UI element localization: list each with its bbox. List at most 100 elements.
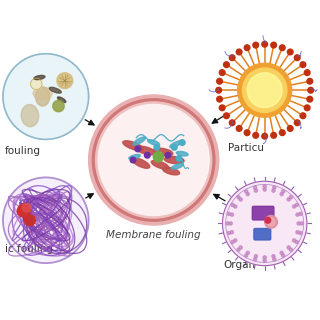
Circle shape (239, 198, 242, 201)
Circle shape (289, 248, 292, 251)
Circle shape (287, 49, 293, 55)
Circle shape (295, 240, 299, 244)
Text: Membrane fouling: Membrane fouling (106, 230, 201, 240)
Circle shape (253, 42, 259, 48)
Circle shape (279, 130, 285, 136)
Circle shape (22, 203, 31, 212)
Circle shape (231, 240, 234, 244)
Text: Organ: Organ (223, 260, 256, 270)
Circle shape (297, 222, 300, 225)
Circle shape (244, 45, 250, 51)
Circle shape (300, 113, 306, 119)
Circle shape (17, 204, 30, 217)
Circle shape (282, 254, 285, 257)
Circle shape (247, 73, 282, 108)
Circle shape (237, 196, 240, 199)
Circle shape (246, 251, 249, 254)
Circle shape (262, 41, 268, 47)
Text: fouling: fouling (4, 146, 41, 156)
Circle shape (292, 205, 296, 208)
Circle shape (176, 156, 182, 161)
Circle shape (294, 120, 300, 125)
Ellipse shape (163, 167, 180, 175)
Circle shape (172, 144, 177, 150)
Ellipse shape (133, 137, 146, 145)
Circle shape (263, 188, 266, 191)
Circle shape (89, 95, 219, 225)
Text: ic fouling: ic fouling (4, 244, 52, 254)
Circle shape (296, 231, 299, 234)
Circle shape (271, 42, 276, 48)
FancyBboxPatch shape (254, 228, 271, 240)
Circle shape (238, 63, 292, 117)
Ellipse shape (129, 155, 140, 159)
Circle shape (237, 248, 240, 251)
Circle shape (227, 231, 230, 235)
Circle shape (165, 152, 171, 158)
Ellipse shape (170, 141, 182, 148)
Circle shape (244, 190, 248, 193)
Circle shape (280, 192, 283, 196)
Circle shape (307, 78, 313, 84)
Circle shape (217, 96, 222, 102)
Circle shape (31, 78, 42, 90)
Circle shape (234, 205, 237, 208)
Circle shape (299, 212, 302, 215)
Circle shape (287, 246, 290, 249)
Circle shape (224, 62, 229, 68)
Circle shape (222, 181, 307, 266)
Ellipse shape (172, 164, 183, 169)
Circle shape (295, 203, 299, 206)
Circle shape (280, 251, 283, 254)
Ellipse shape (136, 146, 156, 155)
Circle shape (300, 222, 303, 225)
Circle shape (239, 246, 242, 249)
Circle shape (263, 259, 266, 262)
Circle shape (296, 213, 299, 216)
Circle shape (263, 185, 266, 188)
Circle shape (271, 132, 276, 138)
Circle shape (230, 231, 234, 234)
Ellipse shape (58, 97, 66, 102)
Circle shape (265, 215, 277, 228)
Circle shape (244, 254, 248, 257)
Circle shape (92, 99, 215, 221)
Circle shape (262, 133, 268, 139)
Circle shape (216, 87, 221, 93)
Circle shape (229, 222, 232, 225)
Circle shape (253, 258, 257, 261)
Circle shape (3, 178, 89, 263)
Circle shape (154, 144, 160, 150)
Circle shape (273, 186, 276, 189)
Circle shape (273, 258, 276, 261)
Circle shape (263, 256, 266, 259)
Circle shape (96, 102, 212, 218)
Circle shape (179, 140, 185, 145)
Circle shape (130, 157, 136, 163)
Circle shape (279, 45, 285, 51)
Circle shape (287, 198, 290, 201)
Text: Particu: Particu (228, 142, 264, 153)
Circle shape (144, 152, 150, 158)
Circle shape (219, 105, 225, 111)
Circle shape (299, 231, 302, 235)
Circle shape (244, 130, 250, 136)
Circle shape (227, 212, 230, 215)
Circle shape (234, 239, 237, 242)
Circle shape (272, 189, 275, 192)
Ellipse shape (34, 76, 45, 80)
Ellipse shape (164, 156, 184, 164)
Circle shape (236, 49, 242, 55)
Circle shape (53, 100, 64, 112)
Circle shape (98, 105, 209, 215)
Circle shape (135, 146, 141, 152)
Circle shape (217, 78, 222, 84)
FancyBboxPatch shape (252, 206, 274, 220)
Circle shape (243, 68, 287, 112)
Circle shape (307, 96, 313, 102)
Ellipse shape (33, 87, 52, 100)
Circle shape (272, 255, 275, 258)
Circle shape (304, 70, 310, 76)
Ellipse shape (176, 151, 188, 156)
Circle shape (253, 186, 257, 189)
